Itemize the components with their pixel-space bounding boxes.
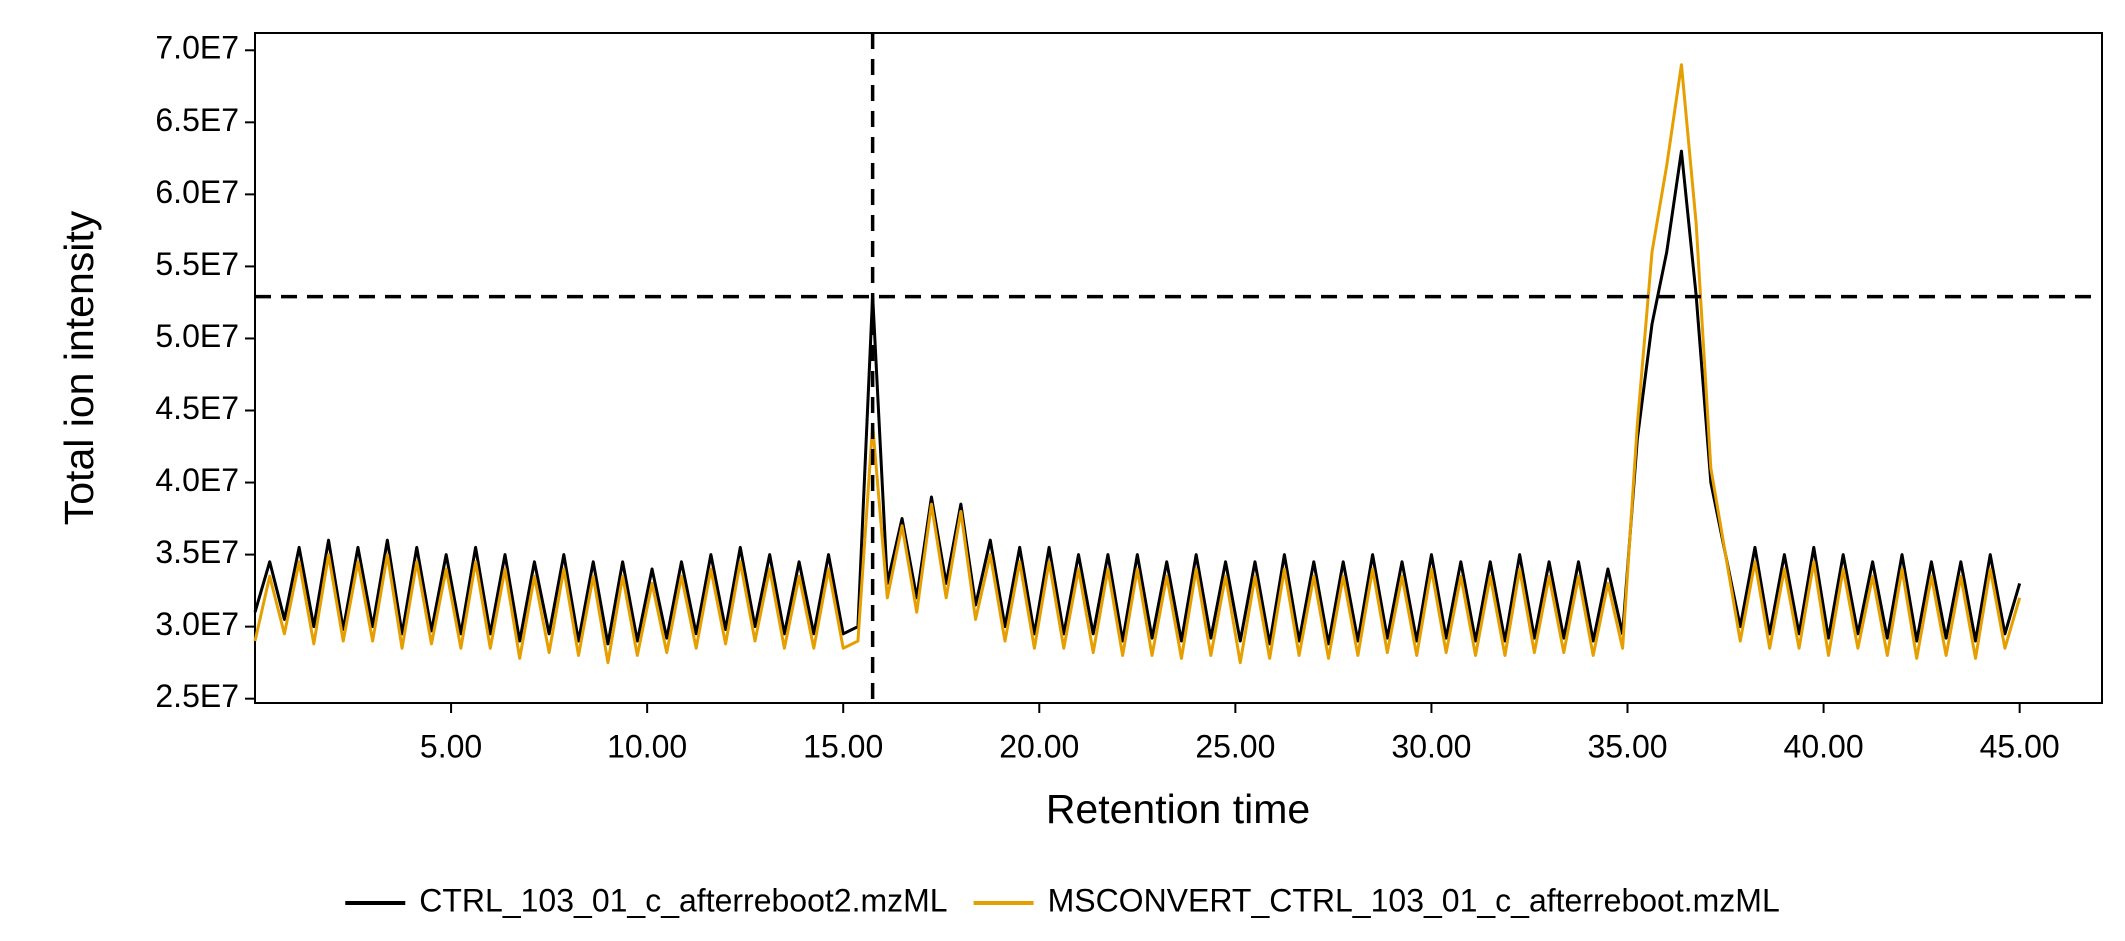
y-tick-label: 5.0E7 [155, 318, 239, 354]
y-tick-label: 4.0E7 [155, 462, 239, 498]
y-tick-label: 5.5E7 [155, 246, 239, 282]
y-tick-label: 3.0E7 [155, 606, 239, 642]
plot-frame [254, 32, 2103, 704]
y-axis-title: Total ion intensity [56, 210, 102, 525]
y-tick-label: 7.0E7 [155, 30, 239, 66]
x-tick-label: 25.00 [1195, 728, 1275, 764]
y-tick-label: 2.5E7 [155, 678, 239, 714]
x-tick-label: 5.00 [420, 728, 482, 764]
x-tick-label: 20.00 [999, 728, 1079, 764]
y-tick-label: 6.5E7 [155, 102, 239, 138]
x-tick-label: 15.00 [803, 728, 883, 764]
y-tick-label: 3.5E7 [155, 534, 239, 570]
x-axis-title: Retention time [1046, 786, 1310, 832]
x-tick-label: 45.00 [1980, 728, 2060, 764]
x-tick-label: 40.00 [1784, 728, 1864, 764]
x-tick-label: 30.00 [1391, 728, 1471, 764]
x-tick-label: 35.00 [1587, 728, 1667, 764]
series-line [253, 63, 2022, 665]
legend-label: MSCONVERT_CTRL_103_01_c_afterreboot.mzML [1048, 882, 1780, 918]
x-tick-label: 10.00 [607, 728, 687, 764]
y-tick-label: 4.5E7 [155, 390, 239, 426]
legend-label: CTRL_103_01_c_afterreboot2.mzML [419, 882, 947, 918]
y-tick-label: 6.0E7 [155, 174, 239, 210]
